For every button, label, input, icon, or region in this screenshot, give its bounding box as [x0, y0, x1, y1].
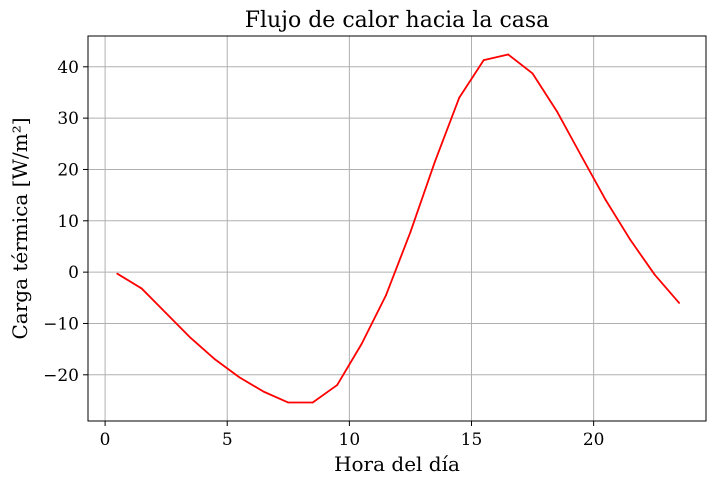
data-point: [507, 53, 510, 56]
data-point: [287, 401, 290, 404]
x-tick-label: 15: [461, 430, 483, 450]
x-axis-ticks: 0 5 10 15 20: [100, 421, 605, 450]
x-axis-label: Hora del día: [334, 452, 460, 476]
data-point: [385, 294, 387, 297]
data-point: [629, 238, 632, 241]
data-point: [678, 302, 681, 304]
data-point: [433, 160, 436, 163]
data-point: [189, 336, 192, 339]
y-tick-label: 40: [57, 58, 79, 78]
y-tick-label: −20: [43, 366, 79, 386]
data-point: [165, 312, 168, 315]
data-point: [556, 110, 558, 113]
plot-frame: [87, 35, 707, 422]
data-point: [604, 199, 607, 202]
grid: [88, 36, 706, 421]
data-point: [531, 72, 534, 75]
chart-title: Flujo de calor hacia la casa: [245, 8, 550, 33]
x-tick-label: 20: [583, 430, 605, 450]
data-point: [482, 59, 485, 62]
y-tick-label: 20: [57, 160, 79, 180]
data-point: [140, 287, 143, 290]
data-point: [580, 155, 583, 158]
data-point: [262, 390, 265, 393]
data-point: [311, 401, 314, 404]
x-tick-label: 5: [222, 430, 233, 450]
x-tick-label: 10: [339, 430, 361, 450]
y-tick-label: 0: [68, 263, 79, 283]
x-tick-label: 0: [100, 430, 111, 450]
y-tick-label: 30: [57, 109, 79, 129]
y-tick-label: 10: [57, 212, 79, 232]
y-axis-ticks: −20 −10 0 10 20 30 40: [43, 58, 88, 386]
data-point: [653, 273, 656, 276]
data-point: [458, 96, 461, 99]
data-point: [214, 358, 216, 361]
y-tick-label: −10: [43, 314, 79, 334]
data-point: [238, 376, 241, 379]
data-point: [360, 343, 363, 345]
data-point: [336, 384, 339, 386]
data-point: [116, 272, 119, 275]
data-point: [409, 231, 412, 233]
y-axis-label: Carga térmica [W/m²]: [8, 117, 32, 339]
series-layer: [116, 53, 681, 404]
series-line-0: [116, 53, 680, 404]
